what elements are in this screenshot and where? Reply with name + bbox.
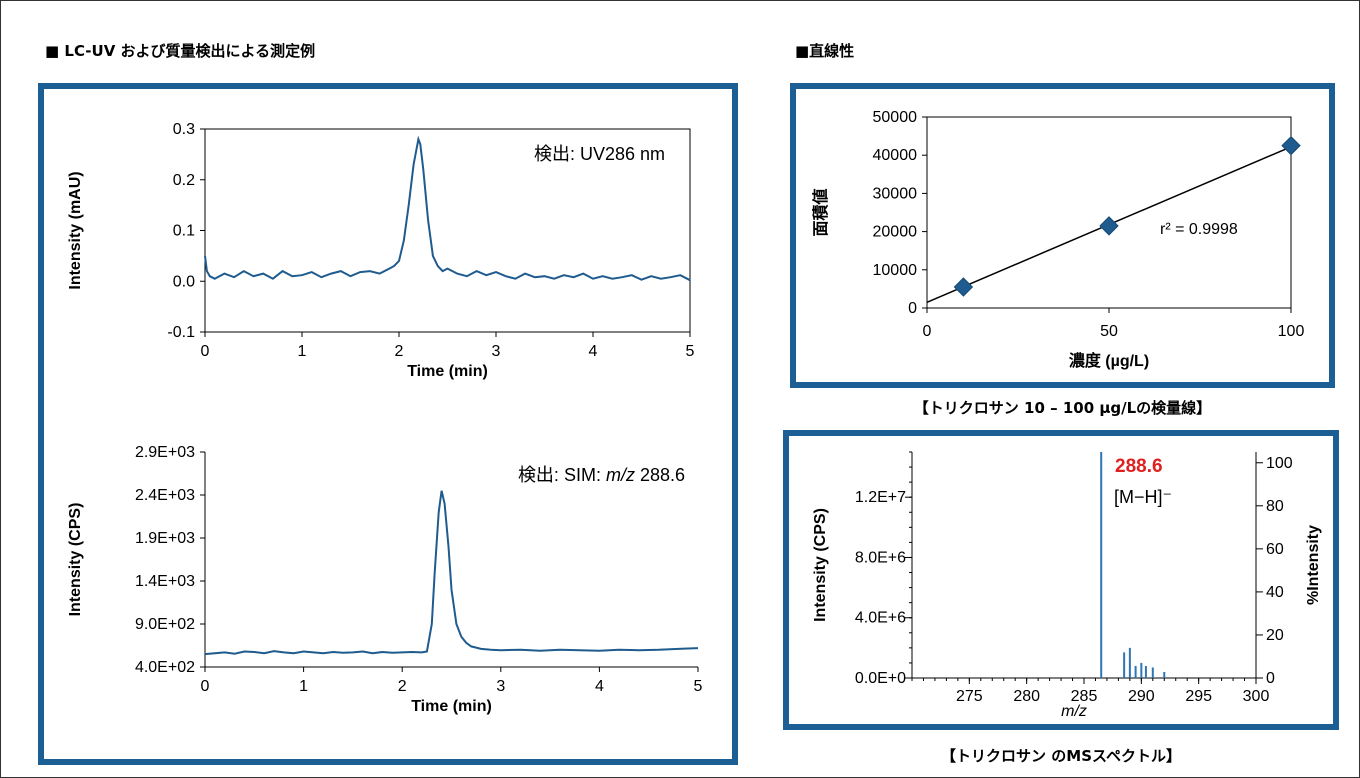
spectrum-y-tick-label: 1.2E+7 <box>855 489 906 506</box>
right-section-title: ■直線性 <box>795 42 855 60</box>
sim-x-tick-label: 1 <box>299 678 308 695</box>
uv-detection-annotation: 検出: UV286 nm <box>534 144 665 164</box>
uv-series-line <box>204 135 691 282</box>
spectrum-y2-tick-label: 40 <box>1266 584 1284 601</box>
uv-chart: -0.1 0.0 0.1 0.2 0.3 0 1 2 3 4 5 Time (min) Intensit… <box>67 121 695 380</box>
spectrum-x-axis-label: m/z <box>1061 703 1087 720</box>
sim-x-tick-label: 2 <box>398 678 407 695</box>
calibration-y-tick-label: 10000 <box>873 262 918 279</box>
sim-x-tick-label: 0 <box>201 678 210 695</box>
sim-annotation-value: 288.6 <box>635 465 685 485</box>
sim-y-tick-label: 2.4E+03 <box>135 487 195 504</box>
uv-x-tick-label: 4 <box>589 343 598 360</box>
calibration-x-tick-label: 50 <box>1100 323 1118 340</box>
sim-series-line <box>204 490 699 656</box>
sim-y-tick-label: 1.9E+03 <box>135 530 195 547</box>
spectrum-panel <box>783 430 1339 730</box>
spectrum-y2-axis-label: %Intensity <box>1305 525 1322 605</box>
calibration-y-axis-label: 面積値 <box>811 188 830 236</box>
uv-x-tick-label: 0 <box>201 343 210 360</box>
spectrum-y-tick-label: 8.0E+6 <box>855 549 906 566</box>
calibration-y-tick-label: 30000 <box>873 185 918 202</box>
uv-y-tick-label: 0.1 <box>173 223 195 240</box>
spectrum-x-tick-label: 300 <box>1243 688 1270 705</box>
spectrum-y-tick-label: 4.0E+6 <box>855 610 906 627</box>
spectrum-y2-tick-label: 60 <box>1266 541 1284 558</box>
spectrum-x-tick-label: 275 <box>956 688 983 705</box>
sim-chart: 4.0E+02 9.0E+02 1.4E+03 1.9E+03 2.4E+03 2.9E+… <box>67 444 703 715</box>
sim-y-tick-label: 1.4E+03 <box>135 573 195 590</box>
calibration-x-tick-label: 0 <box>923 323 932 340</box>
uv-x-tick-label: 5 <box>686 343 695 360</box>
uv-x-tick-label: 2 <box>395 343 404 360</box>
sim-y-tick-label: 2.9E+03 <box>135 444 195 461</box>
left-chart-panel <box>38 83 738 765</box>
calibration-point <box>1281 135 1301 156</box>
calibration-y-tick-label: 0 <box>908 300 917 317</box>
uv-x-tick-label: 1 <box>298 343 307 360</box>
calibration-caption: 【トリクロサン 10 – 100 µg/Lの検量線】 <box>913 399 1212 417</box>
spectrum-x-tick-label: 280 <box>1013 688 1040 705</box>
sim-x-tick-label: 4 <box>595 678 604 695</box>
calibration-y-tick-label: 40000 <box>873 147 918 164</box>
uv-y-tick-label: 0.2 <box>173 172 195 189</box>
uv-y-axis-label: Intensity (mAU) <box>67 171 84 289</box>
sim-x-tick-label: 3 <box>496 678 505 695</box>
sim-annotation-prefix: 検出: SIM: <box>518 465 606 485</box>
sim-x-tick-label: 5 <box>694 678 703 695</box>
calibration-x-axis-label: 濃度 (µg/L) <box>1069 351 1149 370</box>
spectrum-chart: 0.0E+0 4.0E+6 8.0E+6 1.2E+7 0 20 40 60 80 100 275 2… <box>812 451 1322 720</box>
spectrum-ion-label: [M−H]⁻ <box>1114 487 1172 507</box>
spectrum-x-tick-label: 285 <box>1071 688 1098 705</box>
spectrum-caption: 【トリクロサン のMSスペクトル】 <box>941 747 1181 765</box>
calibration-r2-annotation: r² = 0.9998 <box>1160 221 1238 238</box>
calibration-x-tick-label: 100 <box>1278 323 1305 340</box>
sim-x-axis-label: Time (min) <box>411 698 492 715</box>
sim-detection-annotation: 検出: SIM: m/z 288.6 <box>518 465 685 485</box>
spectrum-x-tick-label: 290 <box>1128 688 1155 705</box>
spectrum-peak-label: 288.6 <box>1115 456 1163 477</box>
calibration-chart: 0 10000 20000 30000 40000 50000 0 50 100 濃度 (µg/L… <box>811 109 1304 370</box>
spectrum-y-axis-label: Intensity (CPS) <box>812 508 829 622</box>
spectrum-y2-tick-label: 20 <box>1266 627 1284 644</box>
sim-y-tick-label: 4.0E+02 <box>135 659 195 676</box>
spectrum-y2-tick-label: 100 <box>1266 455 1293 472</box>
uv-y-tick-label: -0.1 <box>167 324 195 341</box>
spectrum-x-tick-label: 295 <box>1185 688 1212 705</box>
spectrum-y2-tick-label: 0 <box>1266 670 1275 687</box>
sim-y-axis-label: Intensity (CPS) <box>67 503 84 617</box>
sim-y-tick-label: 9.0E+02 <box>135 616 195 633</box>
spectrum-y2-tick-label: 80 <box>1266 498 1284 515</box>
calibration-panel <box>790 83 1335 388</box>
calibration-y-tick-label: 50000 <box>873 109 918 126</box>
sim-annotation-mz: m/z <box>606 465 635 485</box>
calibration-point <box>1099 216 1119 236</box>
left-section-title: ■ LC-UV および質量検出による測定例 <box>45 42 316 60</box>
spectrum-y-tick-label: 0.0E+0 <box>855 670 906 687</box>
uv-x-axis-label: Time (min) <box>407 363 488 380</box>
uv-y-tick-label: 0.0 <box>173 273 195 290</box>
uv-x-tick-label: 3 <box>492 343 501 360</box>
calibration-y-tick-label: 20000 <box>873 224 918 241</box>
uv-y-tick-label: 0.3 <box>173 121 195 138</box>
calibration-point <box>953 277 974 297</box>
